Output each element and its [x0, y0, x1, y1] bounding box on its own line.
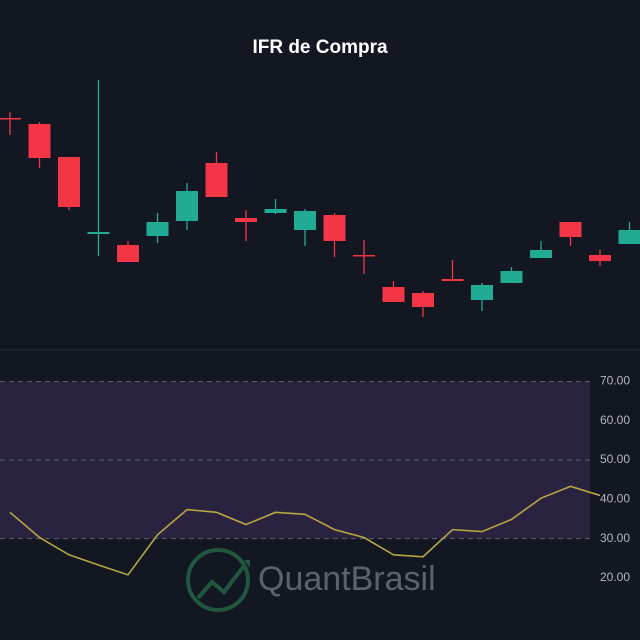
logo-ring [186, 548, 250, 612]
candle-body [264, 209, 287, 213]
y-tick-label: 40.00 [600, 492, 630, 506]
y-tick-label: 30.00 [600, 531, 630, 545]
candle-body [294, 211, 316, 230]
candle-body [353, 255, 375, 257]
candle-body [0, 118, 21, 120]
candle-body [471, 285, 493, 300]
candle-body [28, 124, 51, 158]
candle-body [146, 222, 169, 236]
logo-arrow-head [244, 560, 250, 568]
candle-body [205, 163, 228, 197]
y-tick-label: 50.00 [600, 452, 630, 466]
candle-body [618, 230, 640, 244]
candle-body [559, 222, 582, 237]
logo: QuantBrasil [186, 548, 436, 612]
candle-body [412, 293, 434, 307]
candle-body [530, 250, 552, 258]
logo-arrow [196, 564, 246, 600]
candle-body [87, 232, 110, 234]
watermark: QuantBrasil [258, 560, 436, 598]
candle-body [500, 271, 523, 283]
rsi-band [0, 381, 590, 539]
candle-body [58, 157, 80, 207]
chart-title: IFR de Compra [252, 37, 388, 58]
candle-body [323, 215, 346, 241]
candle-body [117, 245, 139, 262]
rsi-line [9, 485, 601, 576]
y-tick-label: 20.00 [600, 570, 630, 584]
candle-body [382, 287, 405, 302]
candle-body [176, 191, 198, 221]
candle-body [235, 218, 257, 222]
y-tick-label: 60.00 [600, 413, 630, 427]
candle-body [441, 279, 464, 281]
y-tick-label: 70.00 [600, 374, 630, 388]
candle-body [589, 255, 611, 261]
